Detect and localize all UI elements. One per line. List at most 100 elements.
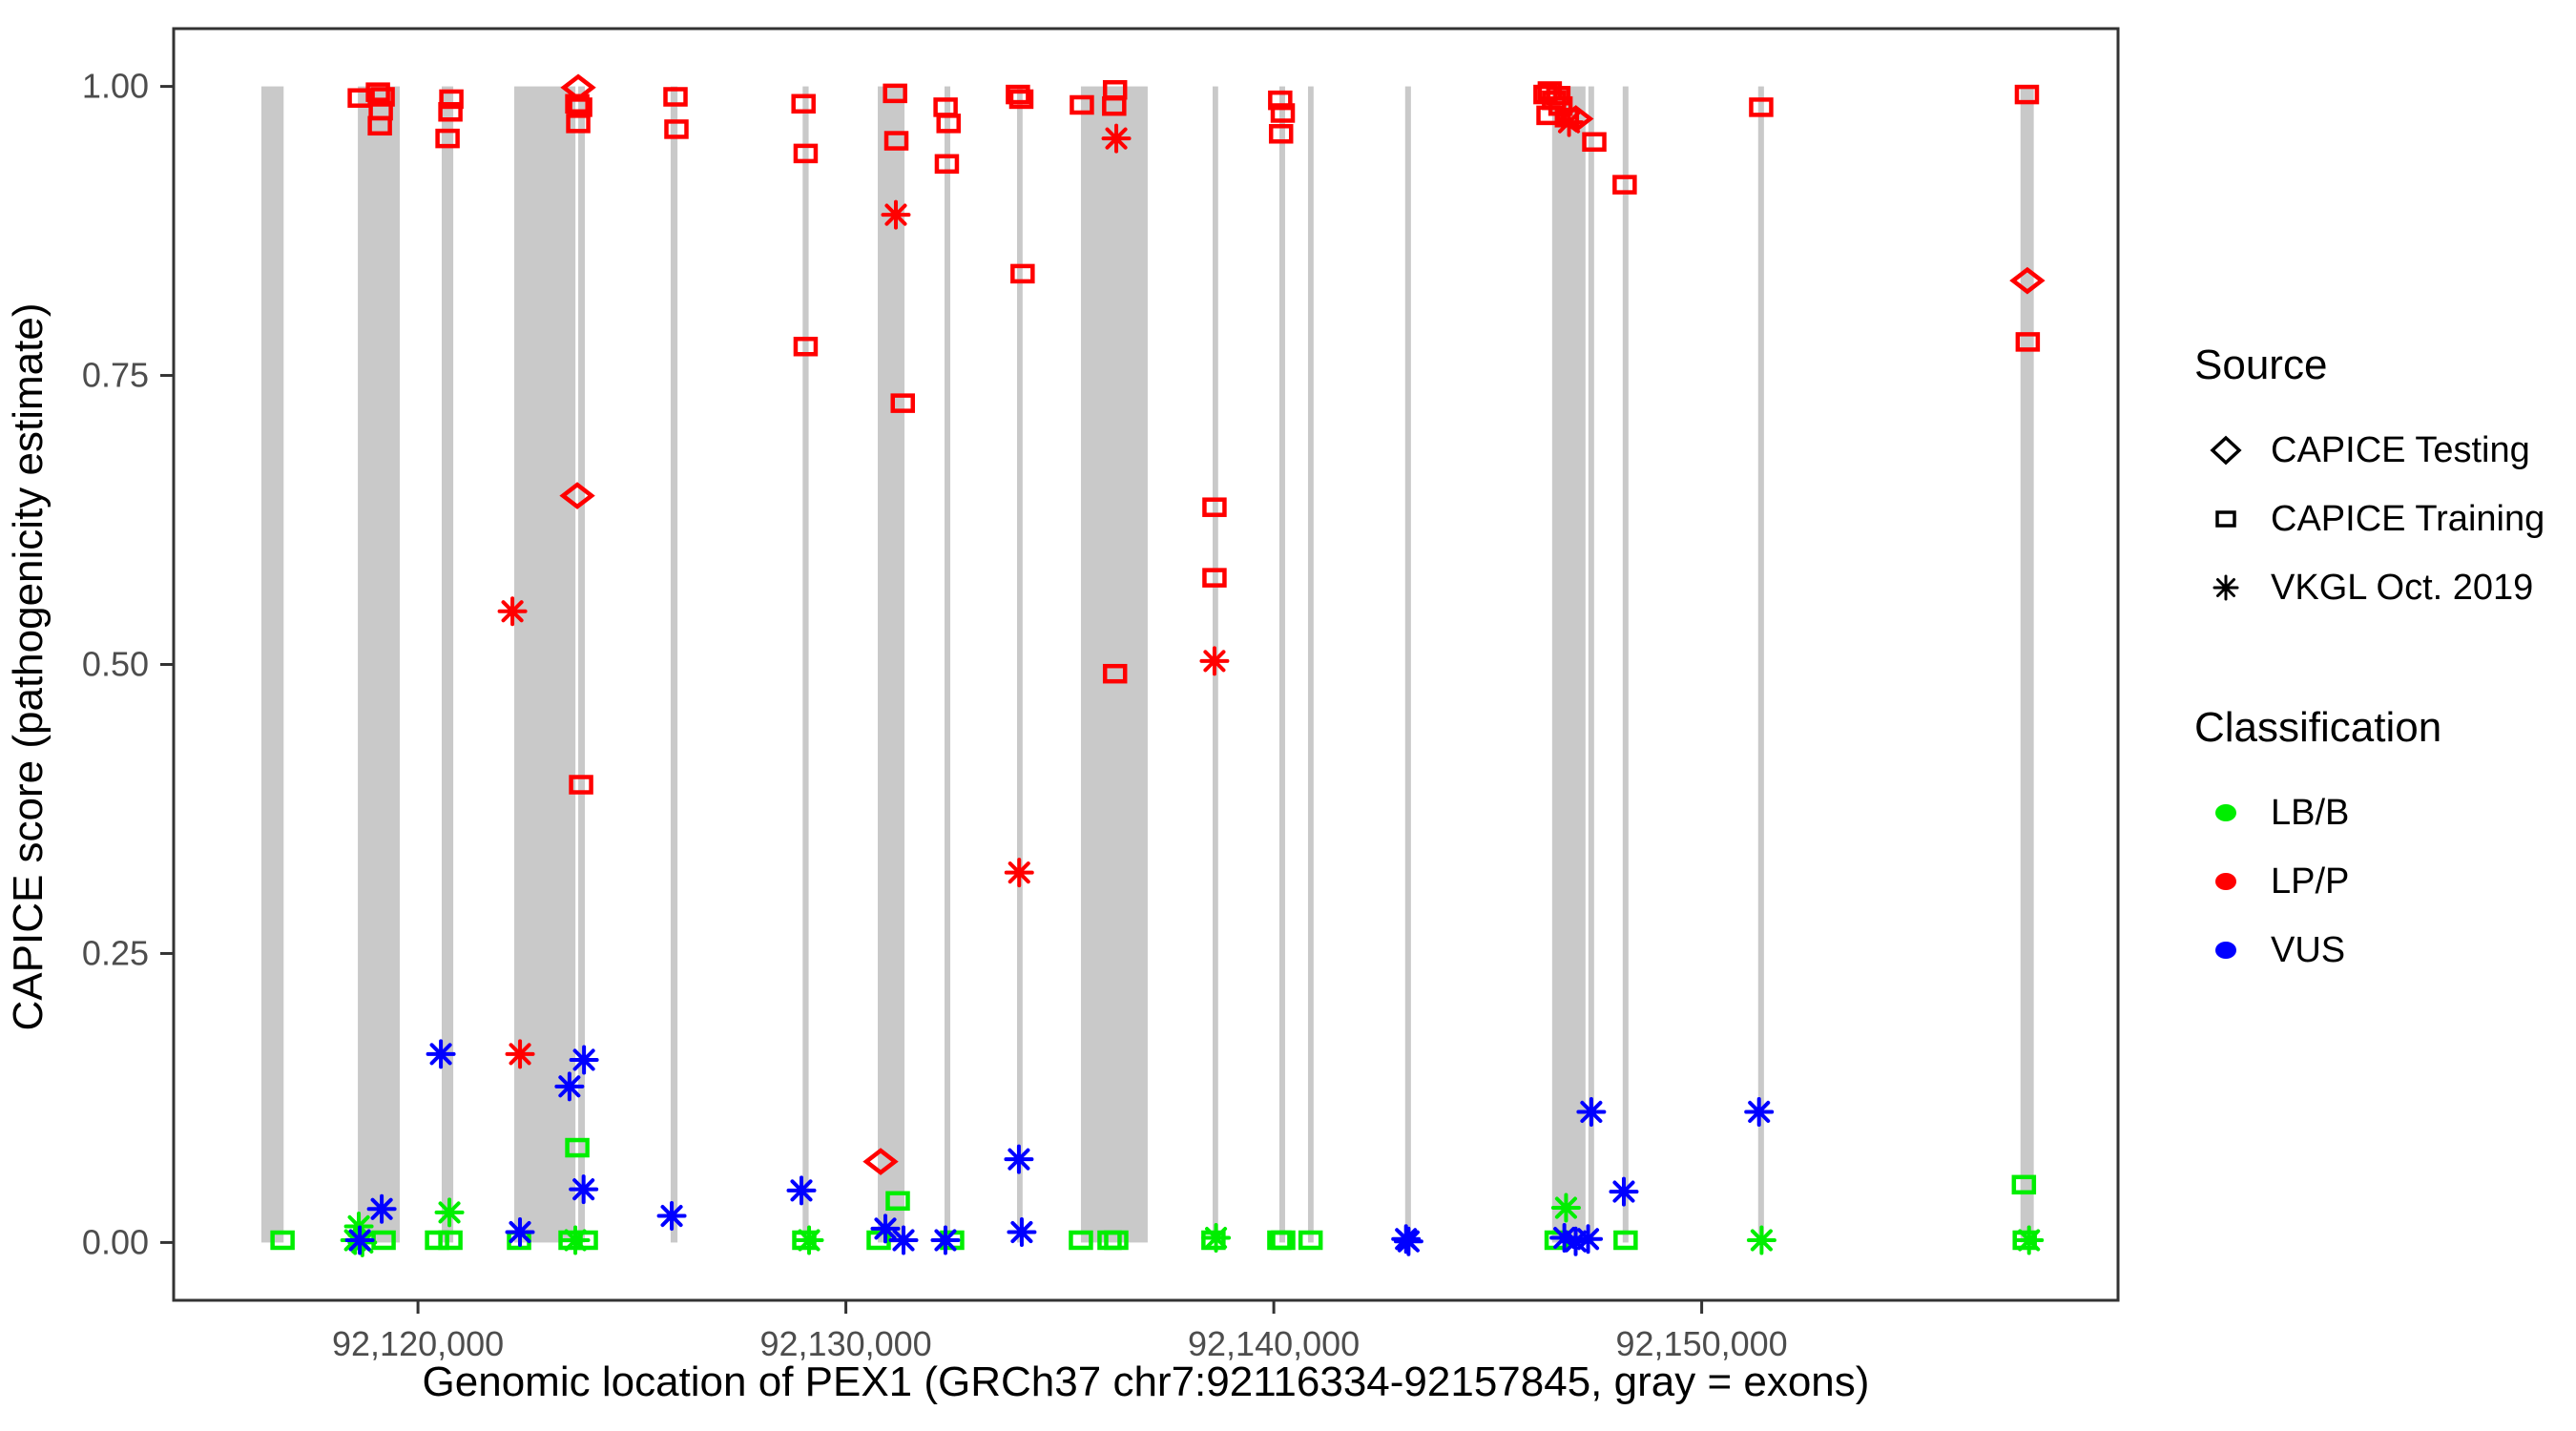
data-point xyxy=(1298,1230,1323,1251)
data-point xyxy=(1006,84,1030,105)
data-point xyxy=(565,1137,590,1158)
exon-bar xyxy=(802,86,809,1243)
data-point xyxy=(1007,1217,1037,1247)
data-point xyxy=(881,199,911,230)
data-point xyxy=(1561,1226,1591,1256)
data-point xyxy=(890,393,915,413)
asterisk-icon xyxy=(2194,571,2257,604)
exon-bar xyxy=(358,86,401,1243)
x-tick-label: 92,120,000 xyxy=(332,1324,504,1363)
data-point xyxy=(793,337,819,357)
legend-item-vkgl: VKGL Oct. 2019 xyxy=(2194,553,2566,622)
legend-item-lbb: LB/B xyxy=(2194,778,2566,847)
data-point xyxy=(434,1197,465,1228)
data-point xyxy=(365,82,390,102)
data-point xyxy=(1070,94,1094,115)
data-point xyxy=(664,119,689,139)
data-point xyxy=(934,154,960,175)
data-point xyxy=(1268,124,1294,144)
data-point xyxy=(1609,1176,1639,1207)
data-point xyxy=(1199,646,1230,676)
data-point xyxy=(1102,95,1127,116)
green-dot-icon xyxy=(2194,797,2257,829)
data-point xyxy=(1744,1096,1775,1127)
data-point xyxy=(791,93,816,114)
exon-bar xyxy=(1307,86,1314,1243)
x-axis-title: Genomic location of PEX1 (GRCh37 chr7:92… xyxy=(422,1358,1870,1405)
data-point xyxy=(888,1225,919,1255)
data-point xyxy=(566,114,591,134)
data-point xyxy=(936,114,961,134)
legend-item-label: LP/P xyxy=(2271,861,2350,902)
data-point xyxy=(1573,1224,1604,1255)
exon-bar xyxy=(1551,86,1586,1243)
exon-bar xyxy=(670,86,678,1243)
legend: Source CAPICE Testing CAPICE Training xyxy=(2194,342,2566,985)
data-point xyxy=(793,143,819,164)
exon-bar xyxy=(1278,86,1285,1243)
exon-bar xyxy=(441,86,454,1243)
data-point xyxy=(866,1230,891,1251)
legend-item-label: VKGL Oct. 2019 xyxy=(2271,567,2534,608)
data-point xyxy=(1582,132,1607,153)
legend-source-title: Source xyxy=(2194,342,2328,388)
data-point xyxy=(554,1071,585,1102)
data-point xyxy=(862,1148,899,1175)
data-point xyxy=(344,1225,375,1255)
data-point xyxy=(505,1039,535,1069)
data-point xyxy=(1550,1192,1581,1223)
exon-bar xyxy=(878,86,905,1243)
data-point xyxy=(435,128,460,149)
data-point xyxy=(1749,97,1774,117)
data-point xyxy=(1549,1223,1580,1254)
data-point xyxy=(1393,1226,1423,1256)
data-point xyxy=(885,1191,910,1212)
exon-bar xyxy=(1404,86,1411,1243)
square-icon xyxy=(2194,503,2257,535)
data-point xyxy=(1069,1230,1093,1251)
data-point xyxy=(1201,1223,1232,1254)
exon-bar xyxy=(578,86,586,1243)
data-point xyxy=(559,482,595,509)
exon-bar xyxy=(1622,86,1629,1243)
exon-bar xyxy=(260,86,284,1243)
data-point xyxy=(2015,332,2041,352)
data-point xyxy=(569,775,593,795)
y-tick-label: 0.25 xyxy=(82,933,149,972)
legend-classification-title: Classification xyxy=(2194,704,2442,751)
data-point xyxy=(1546,86,1571,106)
legend-item-label: VUS xyxy=(2271,929,2346,970)
y-tick-label: 0.75 xyxy=(82,356,149,395)
exon-bar xyxy=(1757,86,1764,1243)
data-point xyxy=(1101,123,1132,154)
data-point xyxy=(663,87,688,107)
data-point xyxy=(1576,1096,1607,1127)
data-point xyxy=(786,1175,817,1206)
data-point xyxy=(438,1230,463,1251)
data-point xyxy=(883,131,909,151)
legend-item-capice-training: CAPICE Training xyxy=(2194,485,2566,553)
data-point xyxy=(1102,663,1128,684)
data-point xyxy=(439,89,464,110)
data-point xyxy=(656,1201,687,1232)
data-point xyxy=(1270,103,1296,123)
data-point xyxy=(1202,568,1227,588)
exon-bar xyxy=(2020,86,2034,1243)
data-point xyxy=(1004,1144,1034,1174)
data-point xyxy=(426,1039,456,1069)
y-tick-label: 0.00 xyxy=(82,1222,149,1261)
diamond-icon xyxy=(2194,434,2257,467)
legend-item-label: CAPICE Testing xyxy=(2271,429,2530,470)
data-point xyxy=(1612,175,1637,195)
data-point xyxy=(560,1225,591,1255)
y-axis-title: CAPICE score (pathogenicity estimate) xyxy=(5,302,52,1031)
x-tick-label: 92,130,000 xyxy=(760,1324,932,1363)
data-point xyxy=(1010,263,1035,284)
data-point xyxy=(1202,497,1227,517)
data-point xyxy=(366,1193,397,1224)
data-point xyxy=(425,1230,449,1251)
data-point xyxy=(2014,84,2040,105)
data-point xyxy=(1201,1230,1226,1251)
